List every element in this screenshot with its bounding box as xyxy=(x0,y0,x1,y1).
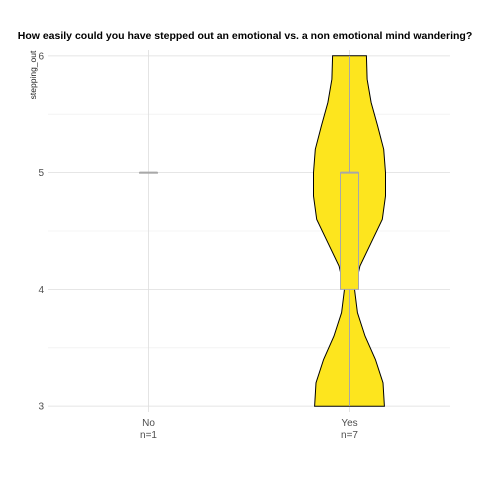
y-axis-label: stepping_out xyxy=(28,50,38,99)
chart-title: How easily could you have stepped out an… xyxy=(18,30,472,42)
x-tick-label: Yes xyxy=(341,418,357,429)
box-yes xyxy=(340,172,359,290)
y-tick-label: 4 xyxy=(38,285,44,296)
y-tick-label: 6 xyxy=(38,51,44,62)
y-tick-label: 5 xyxy=(38,168,44,179)
chart-marks xyxy=(139,55,386,407)
x-tick-count: n=1 xyxy=(140,430,157,441)
x-tick-count: n=7 xyxy=(341,430,358,441)
grid-lines xyxy=(48,50,450,412)
y-tick-label: 3 xyxy=(38,402,44,413)
x-tick-label: No xyxy=(142,418,155,429)
